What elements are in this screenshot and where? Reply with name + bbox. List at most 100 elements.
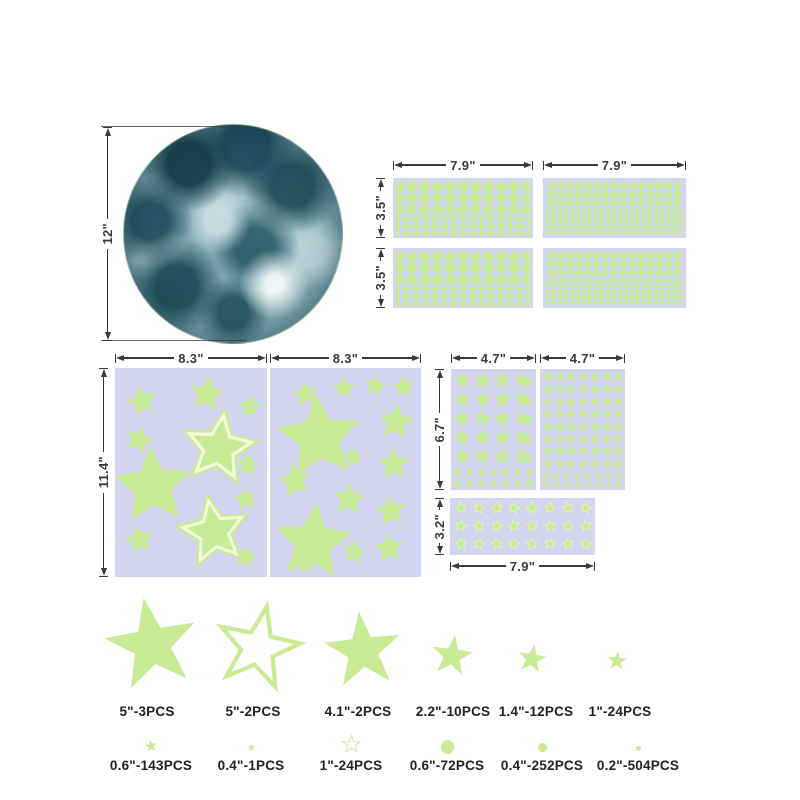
legend-size-label: 0.6"-143PCS [109,758,193,773]
star-sticker [565,371,577,383]
dim-arrow-end [615,355,624,361]
star-sticker [554,383,566,395]
dot-grid [546,251,683,277]
star-sticker [521,433,534,446]
star-sticker [589,408,601,420]
outline-star-sample [209,599,307,697]
star-sticker [524,478,535,489]
dim-label: 3.5" [373,265,388,291]
dim-tick [540,353,542,363]
dim-label: 12" [100,223,115,245]
dim-arrow-start [271,355,280,361]
star-sticker [391,374,417,400]
star-sticker [453,390,472,409]
dim-tick [419,353,421,363]
legend-size-label: 0.2"-504PCS [596,758,680,773]
star-sticker [276,462,314,500]
dim-arrow-start [436,499,443,508]
star-sticker [123,424,155,456]
star-sticker [471,518,487,534]
star-sample [144,739,158,753]
dim-label: 3.5" [373,195,388,221]
dim-line [631,164,677,166]
dim-arrow-end [377,298,384,307]
star-sticker [493,428,512,447]
star-sample [100,593,204,697]
star-sticker [453,428,472,447]
dim-tick [435,488,444,490]
legend-size-label: 5"-2PCS [225,704,281,719]
dim-label: 11.4" [96,456,111,489]
star-sticker [187,374,227,414]
star-sticker [521,452,534,465]
star-sticker [233,486,259,512]
star-sticker [542,408,554,420]
dimension-dot-height-1: 3.5" [372,178,389,238]
star-sticker [542,433,554,445]
star-sticker [601,396,613,408]
dim-arrow-start [394,162,403,168]
dot-grid [396,251,530,285]
extension-line-bottom [101,340,247,341]
star-sticker [577,396,589,408]
dim-tick [435,498,444,500]
dim-line [549,357,566,359]
star-sticker [601,371,613,383]
dim-line [459,565,506,567]
dimension-dot-width-2: 7.9" [543,157,686,173]
legend-size-label: 0.4"-1PCS [217,758,285,773]
star-sticker [363,374,387,398]
dim-arrow-end [257,355,266,361]
star-sticker [578,518,594,534]
star-sticker [521,395,534,408]
star-sticker [489,518,505,534]
star-sticker [565,408,577,420]
dim-arrow-end [526,355,535,361]
star-sticker [493,409,512,428]
star-sticker [554,433,566,445]
star-sticker [524,500,540,516]
star-sticker [560,500,576,516]
star-sticker [493,371,512,390]
dot-sticker-sample [635,745,641,751]
star-sticker [594,471,603,480]
dim-arrow-end [436,480,443,489]
star-sticker [542,383,554,395]
star-sticker [612,458,624,470]
dim-line [438,507,441,510]
dim-label: 8.3" [332,350,359,366]
dim-arrow-start [116,355,125,361]
star-sticker [562,471,572,480]
dim-tick [376,236,385,238]
dim-line [438,543,441,546]
star-sticker [601,445,613,457]
star-sticker [589,421,601,433]
star-sticker [612,433,624,445]
dim-tick [270,353,272,363]
legend-size-label: 0.6"-72PCS [409,758,485,773]
dim-line [379,224,382,229]
star-sticker [521,376,534,389]
star-sticker [173,402,265,494]
star-sticker [577,458,589,470]
dim-label: 3.2" [432,513,447,540]
star-sticker [542,500,558,516]
star-sticker [577,421,589,433]
star-sticker [453,447,472,466]
dim-tick [265,353,267,363]
dot-sheet-1 [393,178,533,238]
star-sticker [331,481,367,517]
star-sticker [577,371,589,383]
dim-line [438,446,441,481]
star-sticker [614,471,623,480]
star-sticker [542,518,558,534]
star-sample [320,608,406,694]
star-sticker [476,478,487,489]
star-sticker [506,518,522,534]
dot-grid [546,278,683,305]
dim-tick [451,353,453,363]
star-sticker [542,371,554,383]
star-sticker [471,536,487,552]
dim-line [207,357,258,359]
outline-star-sample [341,733,362,755]
